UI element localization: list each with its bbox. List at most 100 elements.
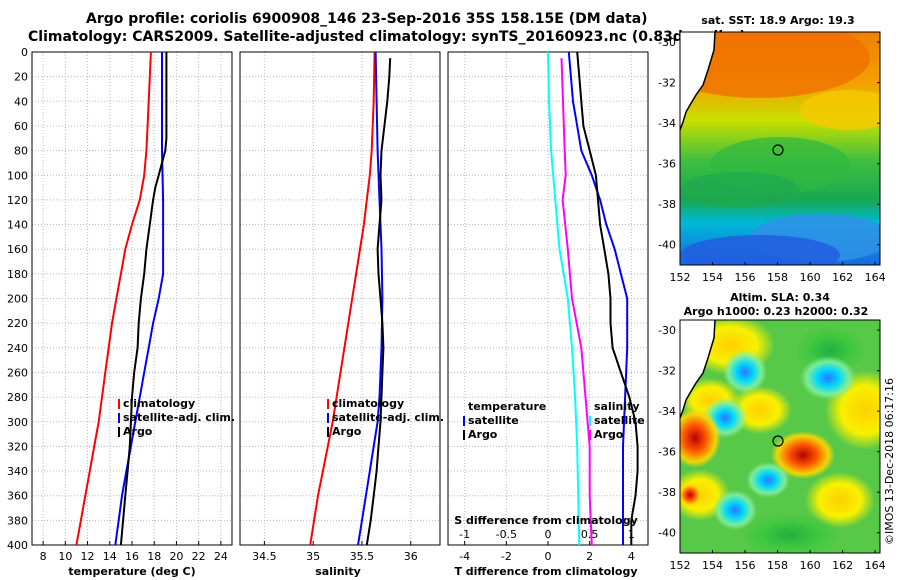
map-latitude-label: -40 <box>658 527 676 540</box>
depth-tick-label: 60 <box>14 120 28 133</box>
sla-field <box>680 320 880 553</box>
title-line-1: Argo profile: coriolis 6900908_146 23-Se… <box>86 11 648 27</box>
depth-tick-label: 140 <box>7 219 28 232</box>
legend-salinity-argo: Argo <box>594 428 624 441</box>
salinity-plot-frame <box>239 51 441 546</box>
salinity-legend-label: climatology <box>332 397 404 410</box>
temperature-legend-label: satellite-adj. clim. <box>123 411 235 424</box>
difference-xtick-label: -2 <box>501 550 512 563</box>
difference-series-temperature-satellite <box>567 51 629 545</box>
s-difference-tick-label: 0.5 <box>581 528 599 541</box>
temperature-xtick-label: 20 <box>169 550 183 563</box>
depth-tick-label: 260 <box>7 366 28 379</box>
temperature-xtick-label: 12 <box>81 550 95 563</box>
map-longitude-label: 158 <box>767 559 788 572</box>
sla-map-subtitle: Argo h1000: 0.23 h2000: 0.32 <box>684 305 869 318</box>
difference-panel: -4 -2 0 2 4-1 -0.5 0 0.5 1temperaturesatelliteAr… <box>447 51 649 578</box>
salinity-axis-label: salinity <box>315 565 361 578</box>
legend-temperature-satellite: satellite <box>468 414 519 427</box>
temperature-xtick-label: 16 <box>125 550 139 563</box>
depth-tick-label: 220 <box>7 317 28 330</box>
temperature-panel: 0 20 40 60 80 100 120 140 160 180 200 220 240 260 280 3… <box>7 46 235 578</box>
credit: ©IMOS 13-Dec-2018 06:17:16 <box>883 378 896 545</box>
map-longitude-label: 154 <box>702 271 723 284</box>
depth-tick-label: 40 <box>14 95 28 108</box>
sst-field <box>680 32 880 265</box>
depth-tick-label: 380 <box>7 514 28 527</box>
salinity-series-climatology <box>309 51 376 546</box>
salinity-xtick-label: 36 <box>404 550 418 563</box>
temperature-xtick-label: 24 <box>214 550 228 563</box>
argo-position-marker-2 <box>772 435 784 447</box>
difference-xtick-label: -4 <box>459 550 470 563</box>
difference-series-temperature-argo <box>576 51 639 545</box>
map-longitude-label: 152 <box>670 271 691 284</box>
legend-salinity-heading: salinity <box>594 400 640 413</box>
legend-temperature-argo: Argo <box>468 428 498 441</box>
temperature-xtick-label: 8 <box>40 550 47 563</box>
depth-tick-label: 0 <box>21 46 28 59</box>
depth-tick-label: 80 <box>14 145 28 158</box>
depth-tick-label: 160 <box>7 243 28 256</box>
salinity-series-argo <box>365 58 392 546</box>
difference-xtick-label: 0 <box>545 550 552 563</box>
map-longitude-label: 152 <box>670 559 691 572</box>
difference-series-salinity-satellite <box>547 51 581 546</box>
map-longitude-label: 160 <box>800 559 821 572</box>
salinity-xtick-label: 35.5 <box>350 550 375 563</box>
temperature-xtick-label: 22 <box>192 550 206 563</box>
salinity-legend-label: satellite-adj. clim. <box>332 411 444 424</box>
map-longitude-label: 156 <box>735 559 756 572</box>
map-latitude-label: -32 <box>658 77 676 90</box>
argo-position-marker <box>772 144 784 156</box>
map-latitude-label: -30 <box>658 36 676 49</box>
map-latitude-label: -38 <box>658 198 676 211</box>
depth-tick-label: 240 <box>7 342 28 355</box>
difference-xtick-label: 4 <box>628 550 635 563</box>
map-longitude-label: 164 <box>865 559 886 572</box>
map-longitude-label: 154 <box>702 559 723 572</box>
australia-coast-land <box>680 32 715 130</box>
temperature-series-climatology <box>75 51 152 546</box>
temperature-legend-label: Argo <box>123 425 153 438</box>
map-longitude-label: 158 <box>767 271 788 284</box>
depth-tick-label: 100 <box>7 169 28 182</box>
difference-series-salinity-argo <box>560 58 593 546</box>
title-line-2: Climatology: CARS2009. Satellite-adjuste… <box>28 29 746 45</box>
map-latitude-label: -40 <box>658 239 676 252</box>
map-latitude-label: -38 <box>658 486 676 499</box>
temperature-series-satellite-adj-clim- <box>114 52 165 546</box>
s-difference-axis-label: S difference from climatology <box>454 514 638 527</box>
map-latitude-label: -36 <box>658 158 676 171</box>
depth-tick-label: 120 <box>7 194 28 207</box>
map-latitude-label: -30 <box>658 324 676 337</box>
s-difference-tick-label: -1 <box>459 528 470 541</box>
temperature-axis-label: temperature (deg C) <box>68 565 195 578</box>
difference-axis-label: T difference from climatology <box>454 565 637 578</box>
map-longitude-label: 160 <box>800 271 821 284</box>
s-difference-tick-label: -0.5 <box>496 528 517 541</box>
depth-tick-label: 320 <box>7 440 28 453</box>
map-latitude-label: -32 <box>658 365 676 378</box>
map-longitude-label: 162 <box>832 271 853 284</box>
temperature-legend-label: climatology <box>123 397 195 410</box>
difference-xtick-label: 2 <box>586 550 593 563</box>
depth-tick-label: 360 <box>7 490 28 503</box>
australia-coast-land-2 <box>680 320 715 418</box>
sla-map-title: Altim. SLA: 0.34 <box>730 291 830 304</box>
salinity-xtick-label: 35 <box>306 550 320 563</box>
salinity-xtick-label: 34.5 <box>252 550 277 563</box>
s-difference-tick-label: 0 <box>545 528 552 541</box>
salinity-legend-label: Argo <box>332 425 362 438</box>
map-latitude-label: -34 <box>658 117 676 130</box>
salinity-series-satellite-adj-clim- <box>357 51 384 546</box>
legend-temperature-heading: temperature <box>468 400 546 413</box>
map-latitude-label: -36 <box>658 446 676 459</box>
legend-salinity-satellite: satellite <box>594 414 645 427</box>
temperature-xtick-label: 10 <box>58 550 72 563</box>
depth-tick-label: 280 <box>7 391 28 404</box>
temperature-xtick-label: 18 <box>147 550 161 563</box>
depth-tick-label: 20 <box>14 71 28 84</box>
